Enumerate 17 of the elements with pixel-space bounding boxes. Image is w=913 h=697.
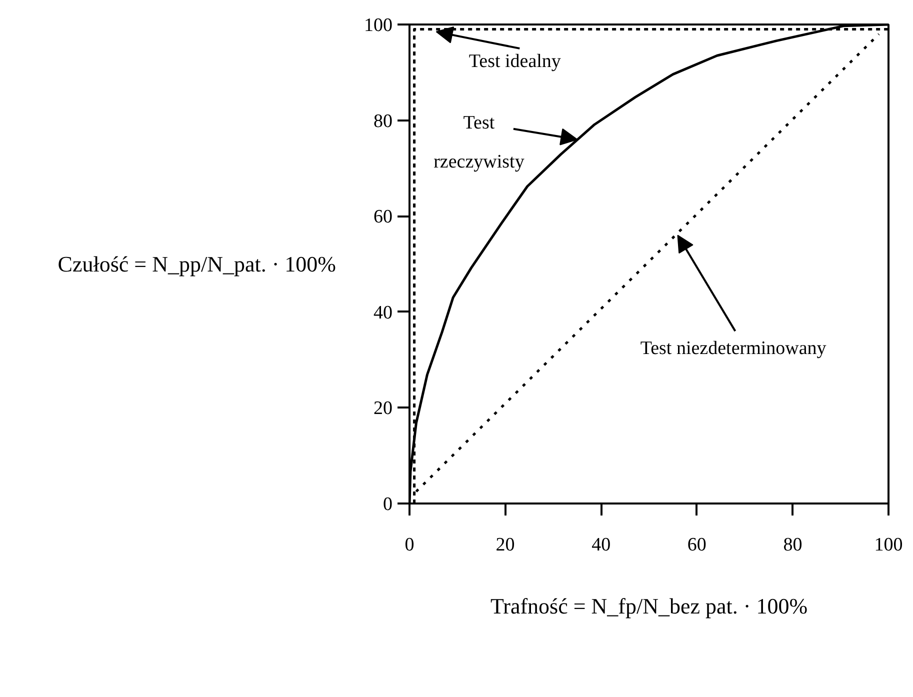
annotation: Test niezdeterminowany <box>640 338 827 359</box>
x-tick-label: 100 <box>874 534 903 556</box>
x-tick-label: 80 <box>783 534 802 556</box>
y-axis-title: Czułość = N_pp/N_pat. · 100% <box>58 252 336 276</box>
annotation: Test rzeczywisty <box>434 112 525 172</box>
y-tick-label: 0 <box>383 494 392 515</box>
x-tick-label: 60 <box>687 534 706 556</box>
x-tick-label: 20 <box>496 534 515 556</box>
x-tick-label: 0 <box>404 534 414 556</box>
y-tick-label: 100 <box>364 15 392 36</box>
y-tick-label: 60 <box>374 206 392 228</box>
x-tick-label: 40 <box>592 534 611 556</box>
x-axis-title: Trafność = N_fp/N_bez pat. · 100% <box>490 594 808 618</box>
annotation: Test idealny <box>468 50 562 72</box>
y-tick-label: 80 <box>374 110 392 132</box>
y-tick-label: 40 <box>374 302 392 324</box>
y-tick-label: 20 <box>374 398 392 420</box>
